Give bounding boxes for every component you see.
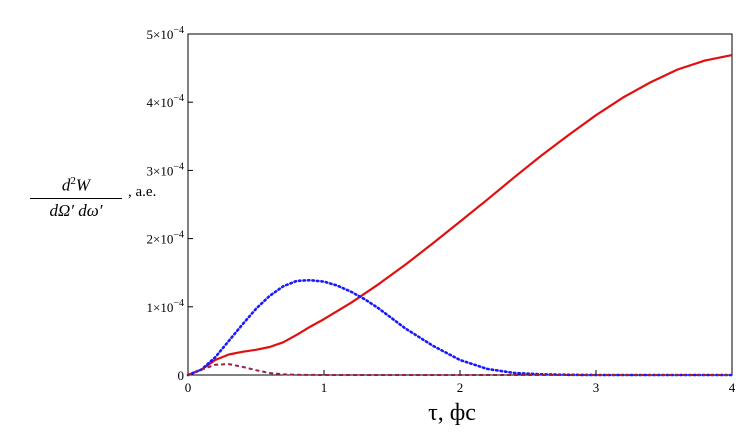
- series-layer: [186, 54, 734, 377]
- series-line-solid: [187, 54, 733, 377]
- y-tick-label: 2×10−4: [147, 230, 184, 247]
- plot-frame: [187, 33, 733, 376]
- series-line-dotted: [186, 278, 734, 377]
- y-axis-label: d2W dΩ′ dω′ , a.e.: [28, 170, 178, 230]
- y-axis-ticks: 0 1×10−4 2×10−4 3×10−4 4×10−4 5×10−4: [147, 25, 193, 383]
- y-tick-label: 1×10−4: [147, 298, 184, 315]
- y-axis-label-sup: 2: [70, 175, 76, 187]
- y-axis-label-unit: , a.e.: [128, 184, 157, 200]
- y-axis-label-var: W: [75, 175, 91, 195]
- y-tick-label: 3×10−4: [147, 161, 184, 178]
- y-axis-label-d: d: [61, 175, 71, 195]
- fraction-bar: [30, 197, 122, 199]
- y-axis-label-numerator: d2W: [28, 170, 124, 197]
- y-tick-label: 5×10−4: [147, 25, 184, 42]
- y-tick-label: 0: [178, 368, 185, 383]
- y-axis-label-fraction: d2W dΩ′ dω′: [28, 170, 124, 222]
- x-tick-label: 1: [321, 380, 328, 395]
- x-tick-label: 0: [185, 380, 192, 395]
- y-axis-label-denominator: dΩ′ dω′: [49, 200, 103, 220]
- series-line-dashed: [187, 363, 732, 376]
- x-axis-label: τ, фс: [428, 400, 476, 426]
- x-tick-label: 2: [457, 380, 464, 395]
- x-tick-label: 3: [593, 380, 600, 395]
- x-tick-label: 4: [729, 380, 736, 395]
- y-tick-label: 4×10−4: [147, 93, 184, 110]
